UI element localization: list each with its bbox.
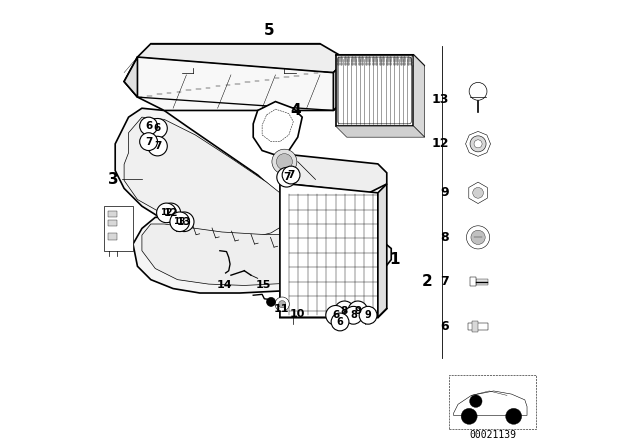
- Bar: [468, 323, 488, 330]
- Circle shape: [461, 408, 477, 424]
- Polygon shape: [378, 184, 387, 318]
- Circle shape: [272, 149, 297, 174]
- Circle shape: [148, 118, 167, 138]
- Polygon shape: [454, 391, 527, 415]
- Circle shape: [140, 117, 157, 135]
- Polygon shape: [115, 108, 307, 251]
- Text: 9: 9: [355, 306, 362, 316]
- Circle shape: [471, 230, 485, 245]
- Circle shape: [335, 301, 355, 321]
- Polygon shape: [465, 131, 490, 156]
- Polygon shape: [104, 206, 133, 251]
- Text: 2: 2: [422, 274, 432, 289]
- Circle shape: [326, 306, 346, 325]
- Polygon shape: [335, 55, 424, 66]
- Polygon shape: [124, 57, 347, 111]
- Text: 7: 7: [283, 172, 291, 182]
- Text: 10: 10: [290, 309, 305, 319]
- Polygon shape: [280, 155, 387, 193]
- Circle shape: [140, 133, 157, 151]
- Text: 7: 7: [145, 137, 152, 146]
- Text: 15: 15: [255, 280, 271, 290]
- Text: 8: 8: [350, 310, 357, 320]
- Polygon shape: [413, 55, 424, 137]
- Text: 12: 12: [160, 208, 173, 217]
- Text: 1: 1: [389, 252, 399, 267]
- Bar: [470, 277, 476, 286]
- Text: 3: 3: [108, 172, 118, 187]
- Polygon shape: [138, 44, 347, 73]
- Circle shape: [359, 306, 377, 324]
- Bar: [108, 211, 117, 217]
- Polygon shape: [124, 57, 138, 97]
- Bar: [449, 375, 536, 429]
- Text: 13: 13: [432, 93, 449, 106]
- Text: 14: 14: [216, 280, 232, 290]
- Bar: [472, 321, 479, 332]
- Text: 9: 9: [440, 186, 449, 199]
- Circle shape: [157, 203, 176, 223]
- Polygon shape: [335, 55, 413, 126]
- Text: 8: 8: [341, 306, 348, 316]
- Text: 12: 12: [431, 138, 449, 151]
- Text: 11: 11: [273, 304, 289, 314]
- Polygon shape: [124, 117, 293, 240]
- Text: 13: 13: [177, 217, 191, 227]
- Text: 6: 6: [145, 121, 152, 131]
- Circle shape: [473, 188, 483, 198]
- Text: 7: 7: [287, 170, 295, 180]
- Circle shape: [348, 301, 367, 321]
- Text: 7: 7: [154, 141, 161, 151]
- Polygon shape: [280, 164, 289, 318]
- Circle shape: [161, 203, 180, 223]
- Text: 12: 12: [164, 208, 178, 218]
- Circle shape: [470, 395, 482, 407]
- Text: 4: 4: [290, 103, 301, 118]
- Polygon shape: [469, 182, 487, 203]
- Text: 8: 8: [440, 231, 449, 244]
- Bar: [108, 233, 117, 240]
- Text: 9: 9: [365, 310, 371, 320]
- Circle shape: [344, 306, 362, 324]
- Circle shape: [275, 297, 289, 311]
- Text: 00021139: 00021139: [469, 431, 516, 440]
- Text: 6: 6: [440, 320, 449, 333]
- Bar: [108, 220, 117, 226]
- Bar: [476, 279, 488, 284]
- Circle shape: [267, 297, 275, 306]
- Text: 6: 6: [154, 123, 161, 133]
- Circle shape: [175, 212, 194, 232]
- Circle shape: [276, 154, 292, 170]
- Polygon shape: [133, 217, 391, 293]
- Text: 6: 6: [337, 317, 344, 327]
- Text: 13: 13: [173, 217, 186, 226]
- Text: 6: 6: [332, 310, 339, 320]
- Polygon shape: [253, 102, 302, 155]
- Polygon shape: [280, 164, 378, 318]
- Circle shape: [467, 226, 490, 249]
- Circle shape: [282, 166, 300, 184]
- Polygon shape: [142, 224, 382, 285]
- Circle shape: [470, 136, 486, 152]
- Circle shape: [331, 313, 349, 331]
- Polygon shape: [333, 59, 347, 111]
- Circle shape: [170, 212, 189, 232]
- Text: 7: 7: [440, 276, 449, 289]
- Polygon shape: [335, 126, 424, 137]
- Circle shape: [474, 140, 482, 148]
- Circle shape: [506, 408, 522, 424]
- Circle shape: [469, 82, 487, 100]
- Circle shape: [277, 168, 296, 187]
- Circle shape: [148, 136, 167, 156]
- Text: 5: 5: [264, 23, 274, 38]
- Circle shape: [278, 301, 285, 308]
